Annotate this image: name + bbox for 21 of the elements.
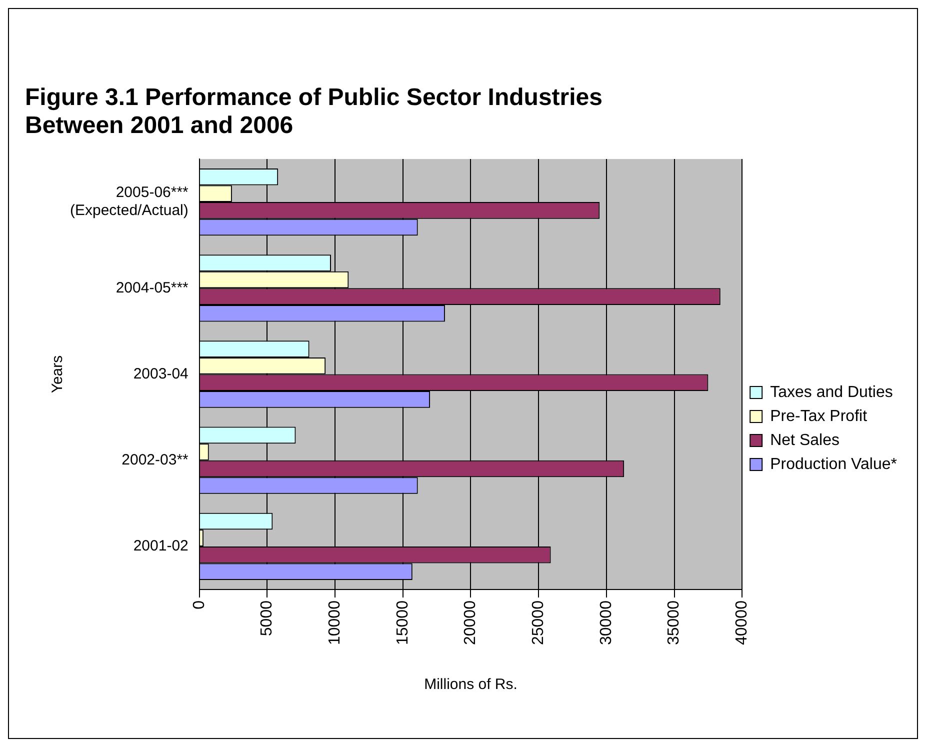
x-axis-title: Millions of Rs.	[424, 676, 518, 694]
y-tick-label: 2002-03**	[122, 451, 189, 468]
legend-label: Taxes and Duties	[770, 384, 893, 401]
y-axis-title: Years	[49, 355, 66, 394]
x-tick-label: 35000	[666, 600, 683, 646]
x-tick-label: 10000	[326, 600, 344, 646]
legend-label: Pre-Tax Profit	[770, 408, 868, 425]
y-tick-label: 2005-06*** (Expected/Actual)	[70, 184, 189, 220]
x-tick-label: 20000	[462, 600, 480, 646]
x-tick-label: 0	[190, 600, 208, 610]
x-tick-label: 5000	[258, 600, 276, 636]
y-tick-label: 2001-02	[133, 538, 188, 555]
x-tick-label: 25000	[530, 600, 547, 646]
x-tick-label: 30000	[598, 600, 615, 646]
chart-title: Figure 3.1 Performance of Public Sector Industries Between 2001 and 2006	[25, 84, 604, 140]
x-tick-label: 40000	[734, 600, 751, 646]
legend-label: Production Value*	[770, 456, 898, 473]
y-tick-label: 2003-04	[133, 365, 188, 382]
y-tick-label: 2004-05***	[116, 279, 189, 296]
legend-label: Net Sales	[770, 432, 840, 449]
x-tick-label: 15000	[394, 600, 412, 646]
